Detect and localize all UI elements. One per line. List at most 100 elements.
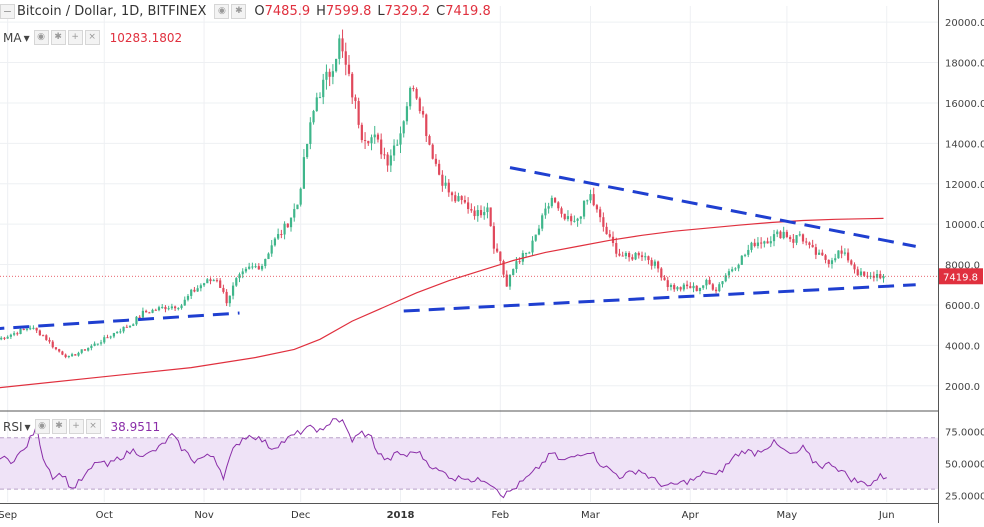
candle-body [541,215,544,229]
candle-body [322,79,325,98]
candle-body [335,58,338,72]
caret-down-icon[interactable]: ▾ [24,419,31,434]
gear-icon[interactable]: ✱ [231,4,247,19]
candle-body [109,336,112,338]
time-axis-label: Sep [0,510,17,521]
candle-body [531,240,534,253]
candle-body [782,231,785,239]
candle-body [87,348,90,351]
candle-body [25,328,29,330]
candle-body [267,253,270,260]
candle-body [22,329,25,331]
candle-body [486,207,489,213]
candle-body [560,208,563,214]
time-axis-label: 2018 [387,510,415,521]
candle-body [492,226,495,249]
ma-label: MA [3,30,22,45]
candle-body [502,261,505,275]
minus-square-icon[interactable]: − [0,4,15,19]
candle-body [231,285,235,296]
candle-body [405,106,409,122]
plus-icon[interactable]: + [67,30,83,45]
candle-body [721,281,724,285]
candle-body [834,258,837,261]
candle-body [83,349,87,351]
gear-icon[interactable]: ✱ [50,30,66,45]
candle-body [58,349,61,352]
candle-body [695,285,698,292]
rsi-tick-label: 75.0000 [945,427,984,438]
candle-body [637,252,640,256]
close-icon[interactable]: × [84,30,100,45]
candle-body [338,38,341,59]
candle-body [763,241,766,244]
candle-body [328,71,331,77]
ohlc-close-value: 7419.8 [445,4,491,19]
candle-body [402,121,405,134]
candle-body [103,337,106,343]
ohlc-high-value: 7599.8 [325,4,372,19]
candle-body [824,255,827,260]
candle-body [747,249,750,255]
candle-body [702,285,705,288]
candle-body [363,140,367,142]
candle-body [77,352,80,356]
candle-body [679,287,682,290]
ma-legend: MA ▾ ◉ ✱ + × 10283.1802 [0,30,182,45]
price-tick-label: 8000.0 [945,261,980,272]
candle-body [164,306,167,310]
candle-body [750,242,753,250]
candle-body [512,269,515,276]
candle-body [663,277,666,281]
candle-body [650,260,653,266]
ma-line [0,217,884,389]
candle-body [682,284,685,290]
candle-body [589,194,592,201]
candle-body [660,268,663,278]
eye-icon[interactable]: ◉ [33,30,49,45]
candle-body [61,351,64,355]
candle-body [734,268,737,270]
candle-body [64,354,67,358]
candle-body [673,285,676,290]
candle-body [296,204,299,210]
candle-body [112,333,116,337]
candle-body [766,241,769,244]
candle-body [760,242,763,244]
candle-body [351,73,354,98]
candle-body [315,97,318,112]
ohlc-close-key: C [436,4,446,19]
candle-body [592,194,595,206]
candle-body [367,140,370,144]
candle-body [90,345,93,349]
eye-icon[interactable]: ◉ [34,419,50,434]
caret-down-icon[interactable]: ▾ [23,30,30,45]
candle-body [444,182,447,186]
close-icon[interactable]: × [85,419,101,434]
candle-body [724,275,727,282]
candle-body [850,260,853,265]
eye-icon[interactable]: ◉ [214,4,230,19]
candle-body [228,295,231,304]
candle-body [202,283,206,286]
time-axis-label: Mar [581,510,601,521]
time-axis-label: Jun [878,510,895,521]
time-axis-label: Feb [491,510,509,521]
plus-icon[interactable]: + [68,419,84,434]
ma-value: 10283.1802 [109,30,183,45]
price-tick-label: 6000.0 [945,301,980,312]
candle-body [235,278,238,286]
candle-body [35,327,38,331]
candle-body [508,275,512,287]
candle-body [521,253,524,262]
rsi-tick-label: 25.0000 [945,492,984,503]
candle-body [714,289,718,292]
candle-body [399,133,402,145]
gear-icon[interactable]: ✱ [51,419,67,434]
symbol-title: Bitcoin / Dollar, 1D, BITFINEX [17,4,207,19]
candle-body [222,287,225,292]
candle-body [483,212,486,216]
candle-body [70,354,74,356]
